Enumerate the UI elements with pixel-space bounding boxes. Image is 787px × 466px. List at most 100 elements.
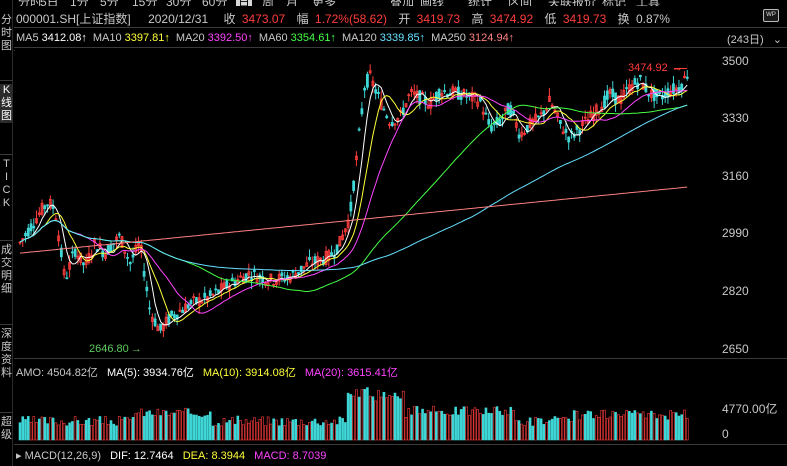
volume-bar [148,410,151,441]
sidebar-item-0[interactable]: 分 时 图 [1,14,12,52]
volume-ma5: MA(5): 3934.76亿 [107,367,194,379]
candle-body [159,323,163,331]
candle-body [357,128,361,131]
candle-body [674,87,678,91]
volume-bar [35,422,38,441]
volume-bar [128,419,132,441]
volume-bar [151,414,154,441]
volume-bar [106,424,110,441]
close-label: 收 [223,12,236,26]
candle-body [377,92,380,94]
volume-bar [630,412,634,441]
tab-18[interactable]: 标记 [602,0,626,6]
turnover-label: 换 [617,12,630,26]
tab-16[interactable]: 区间 [508,0,532,6]
candle-body [181,309,185,314]
sidebar-item-5[interactable]: 超 级 [1,416,12,441]
sidebar-item-1[interactable]: K 线 图 [0,84,13,123]
sidebar-item-4[interactable]: 深 度 资 料 [1,328,12,379]
tab-8[interactable]: 周 [262,0,274,6]
candle-body [37,212,41,216]
volume-bar [197,415,201,441]
volume-bar [324,420,328,441]
candle-body [247,271,251,276]
volume-bar [338,416,342,441]
tab-7[interactable]: 日 [236,0,253,6]
divider [14,27,787,28]
price-tick: 3500 [722,54,749,68]
volume-bar [462,406,466,441]
tab-13[interactable]: 叠加 [390,0,414,6]
wp-icon[interactable]: WP [763,9,779,22]
candle-body [481,111,485,115]
candle-body [374,89,378,94]
tab-5[interactable]: 30分 [166,0,191,6]
candle-body [59,247,63,258]
volume-bar [633,410,637,441]
volume-bar [426,410,430,441]
volume-bar [440,410,444,441]
tab-14[interactable]: 画线 [420,0,444,6]
ma-legend-item: MA20 3392.50↑ [176,32,253,44]
candle-body [619,95,623,105]
candle-body [539,112,543,115]
ma-name: MA20 [175,32,205,44]
candle-body [29,223,33,232]
volume-bar [559,418,562,441]
tab-19[interactable]: 工具 [636,0,660,6]
tab-6[interactable]: 60分 [202,0,227,6]
volume-bar [379,396,383,441]
volume-bar [291,419,295,441]
volume-bar [490,413,493,441]
volume-bar [652,412,656,441]
volume-chart[interactable] [14,378,719,442]
candle-body [24,232,27,237]
sidebar-item-3[interactable]: 成 交 明 细 [1,244,12,295]
candle-body [280,272,284,277]
candle-body [195,297,198,304]
volume-legend: AMO: 4504.82亿 MA(5): 3934.76亿 MA(10): 39… [16,364,398,380]
tab-1[interactable]: 5日 [40,0,59,6]
candle-body [35,218,38,224]
tab-0[interactable]: 分时 [18,0,42,6]
candle-body [305,262,309,267]
high-annotation: 3474.92 → [628,62,683,74]
volume-bar [570,421,573,441]
ma-value: 3354.61↑ [290,32,336,44]
candle-body [153,318,157,327]
volume-bar [313,418,317,441]
candle-body [214,288,218,291]
period-select[interactable]: (243日) ⌄ [727,31,783,46]
volume-bar [457,414,460,441]
candle-body [48,198,52,209]
volume-bar [658,414,661,441]
candle-body [520,131,524,137]
tab-15[interactable]: 统计 [468,0,492,6]
candle-body [429,97,433,109]
volume-bar [140,408,143,441]
candle-body [228,285,231,291]
volume-bar [603,409,606,441]
volume-bar [164,410,168,441]
candle-body [73,248,77,257]
volume-bar [669,410,672,441]
volume-bar [581,414,584,441]
candle-body [561,131,565,134]
volume-bar [644,417,648,441]
tab-10[interactable]: 更多 [312,0,336,6]
candle-body [341,234,344,241]
candlestick-chart[interactable] [14,50,719,355]
volume-bar [120,419,124,441]
tab-2[interactable]: 1分 [70,0,89,6]
candle-body [589,110,593,118]
tab-17[interactable]: 关联报价 [548,0,596,6]
candle-body [366,73,369,88]
candle-body [76,255,80,259]
tab-9[interactable]: 月 [286,0,298,6]
candle-body [46,204,49,207]
tab-3[interactable]: 5分 [100,0,119,6]
volume-bar [98,416,102,441]
candle-body [200,301,204,304]
tab-4[interactable]: 15分 [132,0,157,6]
sidebar-item-2[interactable]: T I C K [2,158,11,209]
